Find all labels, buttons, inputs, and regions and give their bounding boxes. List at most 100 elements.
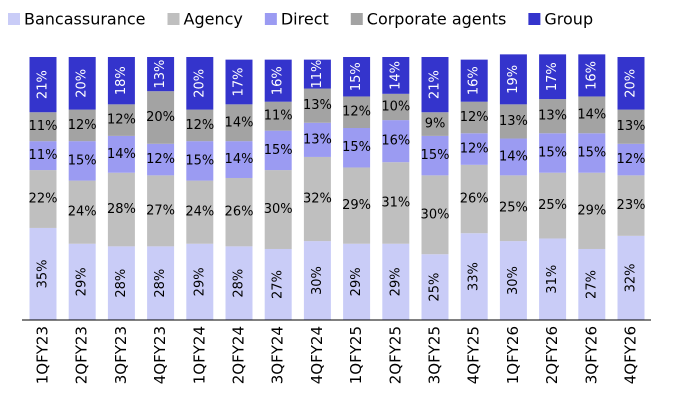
bar-segment bbox=[186, 180, 214, 244]
bar-segment bbox=[421, 135, 449, 176]
bar-segment bbox=[617, 235, 645, 320]
value-label: 16% bbox=[381, 134, 410, 149]
bar-segment bbox=[539, 133, 567, 173]
bar-segment bbox=[343, 243, 371, 320]
value-label: 32% bbox=[624, 263, 639, 292]
bar-segment bbox=[225, 177, 253, 247]
value-label: 14% bbox=[225, 152, 254, 167]
value-label: 24% bbox=[68, 205, 97, 220]
x-tick-label: 3QFY25 bbox=[426, 326, 444, 384]
bar-segment bbox=[147, 91, 175, 144]
bar-segment bbox=[68, 243, 96, 320]
bar-segment bbox=[499, 54, 527, 105]
bar-segment bbox=[343, 96, 371, 129]
bar-segment bbox=[343, 57, 371, 97]
bar-segment bbox=[225, 104, 253, 142]
bar-segment bbox=[578, 54, 606, 97]
bar-segment bbox=[264, 248, 292, 320]
bar-segment bbox=[578, 248, 606, 320]
value-label: 9% bbox=[425, 117, 446, 132]
bar-segment bbox=[29, 57, 57, 113]
legend-label: Bancassurance bbox=[24, 10, 146, 29]
x-tick-label: 1QFY26 bbox=[504, 326, 522, 384]
value-label: 13% bbox=[153, 60, 168, 89]
value-label: 15% bbox=[349, 62, 364, 91]
legend-swatch bbox=[264, 13, 277, 25]
bar-segment bbox=[107, 135, 135, 173]
value-label: 25% bbox=[428, 273, 443, 302]
value-label: 29% bbox=[388, 267, 403, 296]
bar-segment bbox=[539, 172, 567, 239]
value-label: 28% bbox=[107, 202, 136, 217]
legend-swatch bbox=[350, 13, 363, 25]
value-label: 29% bbox=[577, 203, 606, 218]
value-label: 25% bbox=[499, 201, 528, 216]
value-label: 13% bbox=[499, 114, 528, 129]
x-tick-label: 3QFY24 bbox=[269, 326, 287, 384]
legend-label: Group bbox=[544, 10, 593, 29]
bar-segment bbox=[578, 133, 606, 173]
bar-segment bbox=[29, 227, 57, 320]
x-tick-label: 4QFY24 bbox=[308, 326, 326, 384]
value-label: 12% bbox=[185, 118, 214, 133]
legend-label: Direct bbox=[281, 10, 329, 29]
value-label: 21% bbox=[428, 70, 443, 99]
value-label: 10% bbox=[381, 99, 410, 114]
value-label: 11% bbox=[29, 119, 58, 134]
value-label: 23% bbox=[617, 198, 646, 213]
value-label: 15% bbox=[538, 145, 567, 160]
bar-segment bbox=[186, 141, 214, 181]
value-label: 31% bbox=[545, 265, 560, 294]
value-label: 28% bbox=[232, 269, 247, 298]
bar-segment bbox=[68, 141, 96, 181]
bar-segment bbox=[421, 254, 449, 320]
value-label: 20% bbox=[624, 69, 639, 98]
value-label: 30% bbox=[264, 202, 293, 217]
value-label: 28% bbox=[114, 269, 129, 298]
value-label: 22% bbox=[29, 192, 58, 207]
value-label: 14% bbox=[577, 107, 606, 122]
value-label: 17% bbox=[545, 62, 560, 91]
bar-segment bbox=[460, 59, 488, 102]
bar-segment bbox=[382, 120, 410, 163]
bar-segment bbox=[264, 170, 292, 249]
x-tick-label: 2QFY24 bbox=[230, 326, 248, 384]
value-label: 29% bbox=[75, 267, 90, 296]
bar-segment bbox=[460, 164, 488, 234]
value-label: 13% bbox=[303, 132, 332, 147]
x-tick-label: 2QFY26 bbox=[543, 326, 561, 384]
x-tick-label: 1QFY24 bbox=[190, 326, 208, 384]
value-label: 15% bbox=[421, 148, 450, 163]
value-label: 17% bbox=[232, 68, 247, 97]
value-label: 29% bbox=[192, 267, 207, 296]
bar-segment bbox=[68, 180, 96, 244]
bar-segment bbox=[68, 109, 96, 142]
bar-segment bbox=[382, 57, 410, 94]
value-label: 12% bbox=[146, 152, 175, 167]
bar-segment bbox=[578, 96, 606, 134]
value-label: 16% bbox=[584, 61, 599, 90]
x-tick-label: 2QFY25 bbox=[386, 326, 404, 384]
value-label: 12% bbox=[68, 118, 97, 133]
bar-segment bbox=[147, 246, 175, 320]
x-tick-label: 4QFY26 bbox=[622, 326, 640, 384]
value-label: 29% bbox=[342, 198, 371, 213]
bar-segment bbox=[343, 167, 371, 244]
bar-segment bbox=[499, 138, 527, 176]
value-label: 14% bbox=[388, 61, 403, 90]
value-label: 13% bbox=[538, 109, 567, 124]
value-label: 31% bbox=[381, 195, 410, 210]
bar-segment bbox=[29, 112, 57, 142]
value-label: 11% bbox=[264, 109, 293, 124]
value-label: 12% bbox=[460, 142, 489, 157]
bar-segment bbox=[617, 57, 645, 110]
value-label: 11% bbox=[310, 60, 325, 89]
x-tick-label: 4QFY25 bbox=[465, 326, 483, 384]
value-label: 20% bbox=[146, 110, 175, 125]
bar-segment bbox=[460, 101, 488, 134]
bar-segment bbox=[68, 57, 96, 110]
bar-segment bbox=[460, 233, 488, 320]
bar-segment bbox=[382, 93, 410, 121]
value-label: 24% bbox=[185, 205, 214, 220]
